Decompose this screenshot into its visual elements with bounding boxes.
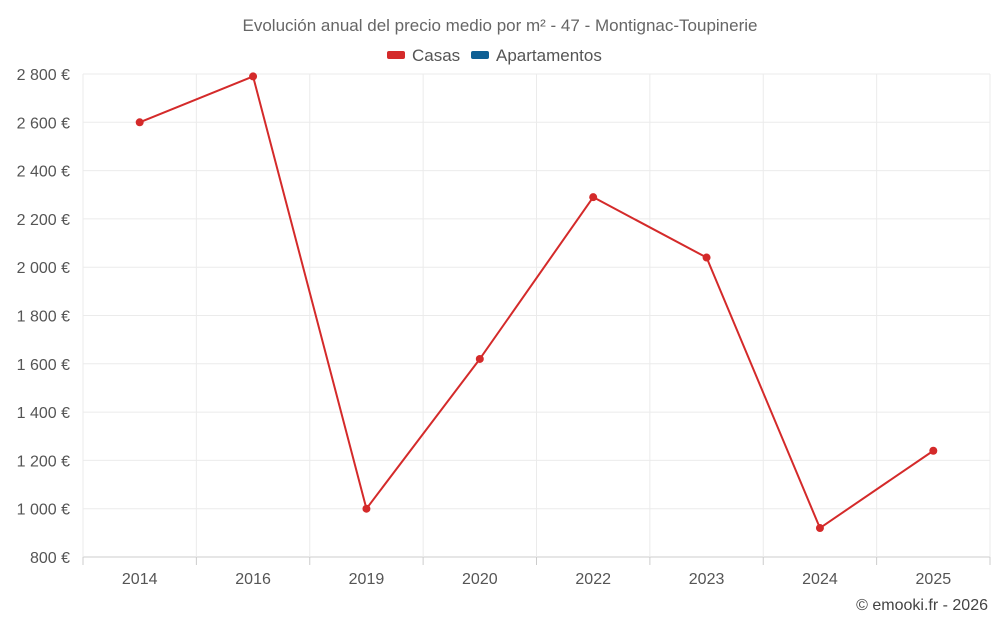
y-tick-label: 1 400 €	[17, 405, 70, 422]
legend-label-casas: Casas	[412, 46, 460, 65]
x-tick-label: 2023	[689, 571, 725, 588]
x-tick-label: 2020	[462, 571, 498, 588]
grid	[82, 73, 991, 558]
legend-swatch-apartamentos	[471, 51, 489, 59]
y-tick-label: 1 600 €	[17, 357, 70, 374]
x-tick-label: 2022	[575, 571, 611, 588]
credit-text: © emooki.fr - 2026	[856, 597, 988, 614]
x-axis: 2014 2016 2019 2020 2022 2023 2024 2025	[82, 557, 991, 588]
legend-swatch-casas	[387, 51, 405, 59]
y-tick-label: 2 800 €	[17, 67, 70, 84]
data-point-casas	[475, 354, 484, 363]
y-tick-label: 2 400 €	[17, 164, 70, 181]
legend-item-apartamentos[interactable]: Apartamentos	[471, 46, 602, 65]
y-tick-label: 1 200 €	[17, 453, 70, 470]
y-axis: 800 € 1 000 € 1 200 € 1 400 € 1 600 € 1 800 €…	[17, 67, 70, 567]
data-point-casas	[929, 446, 938, 455]
chart-title: Evolución anual del precio medio por m² …	[243, 16, 758, 35]
legend-item-casas[interactable]: Casas	[387, 46, 460, 65]
data-point-casas	[249, 72, 258, 81]
series-line-casas	[139, 75, 934, 530]
y-tick-label: 2 200 €	[17, 212, 70, 229]
x-tick-label: 2025	[916, 571, 952, 588]
y-tick-label: 2 600 €	[17, 115, 70, 132]
x-tick-label: 2016	[235, 571, 271, 588]
x-tick-label: 2024	[802, 571, 838, 588]
x-tick-label: 2014	[122, 571, 158, 588]
data-point-casas	[815, 524, 824, 533]
y-tick-label: 1 000 €	[17, 502, 70, 519]
data-point-casas	[135, 118, 144, 127]
y-tick-label: 800 €	[30, 550, 70, 567]
legend[interactable]: Casas Apartamentos	[387, 46, 602, 65]
data-point-casas	[702, 253, 711, 262]
series-casas	[135, 72, 938, 533]
data-point-casas	[589, 193, 598, 202]
y-tick-label: 1 800 €	[17, 309, 70, 326]
x-tick-label: 2019	[349, 571, 385, 588]
y-tick-label: 2 000 €	[17, 260, 70, 277]
data-point-casas	[362, 504, 371, 513]
legend-label-apartamentos: Apartamentos	[496, 46, 602, 65]
